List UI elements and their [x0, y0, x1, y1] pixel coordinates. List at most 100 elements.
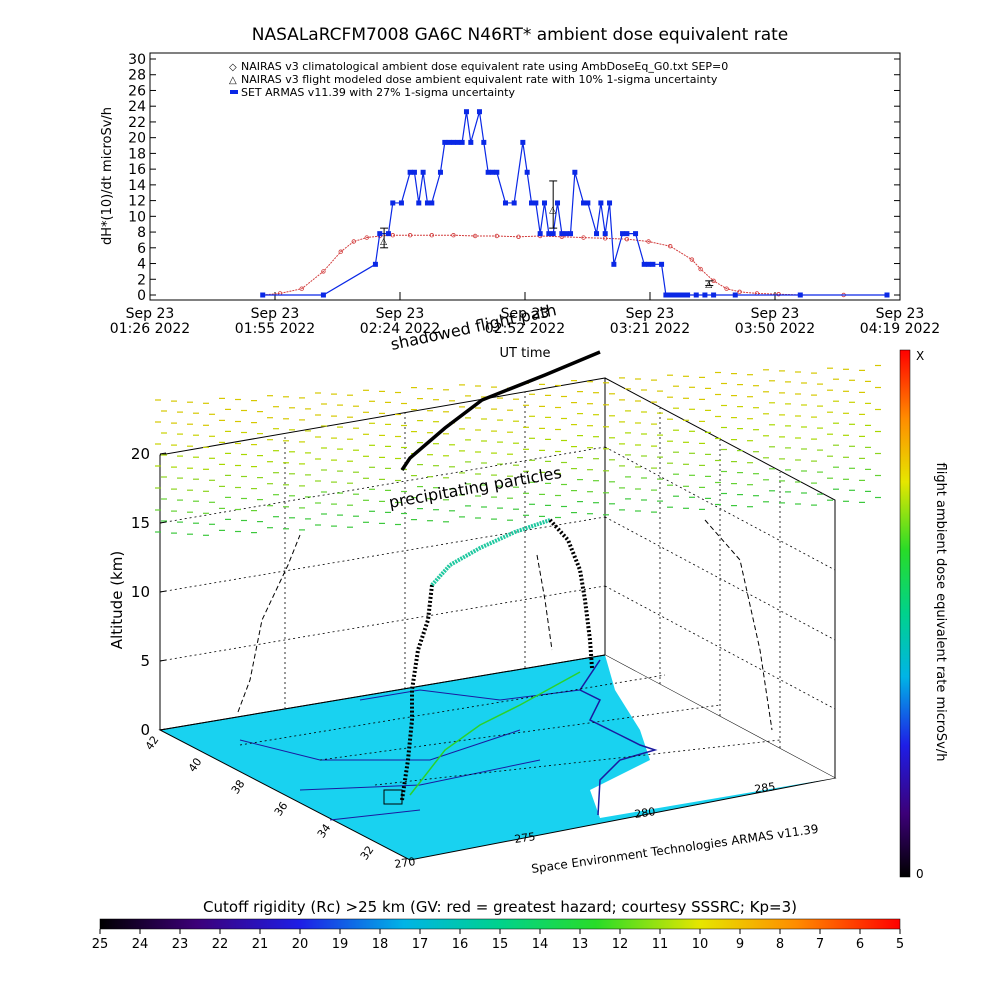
point-armas: [420, 169, 426, 175]
point-nairas-flight: △: [705, 280, 712, 290]
altitude-tick-label: 0: [140, 721, 150, 739]
y-tick-label: 10: [128, 209, 146, 225]
cutoff-tick-label: 16: [452, 937, 469, 952]
series-layer: △ △ △: [260, 109, 890, 298]
point-armas: [633, 231, 639, 237]
legend-marker-armas: [230, 90, 238, 94]
latitude-tick-label: 36: [272, 800, 291, 819]
y-tick-label: 24: [128, 99, 146, 115]
point-armas: [485, 169, 491, 175]
point-armas: [598, 200, 604, 206]
x-tick-label-date: Sep 23: [376, 306, 425, 322]
cutoff-tick-label: 8: [776, 937, 784, 952]
point-nairas-clim: [351, 239, 356, 244]
x-tick-label-date: Sep 23: [501, 306, 550, 322]
latitude-tick-label: 34: [315, 822, 334, 841]
x-tick-label-time: 01:55 2022: [235, 321, 315, 337]
cutoff-tick-label: 19: [332, 937, 349, 952]
cutoff-tick-label: 6: [856, 937, 864, 952]
point-armas: [607, 200, 613, 206]
x-tick-label-date: Sep 23: [751, 306, 800, 322]
point-armas: [676, 292, 682, 298]
y-tick-label: 4: [137, 257, 146, 273]
annotation-precipitating-particles: precipitating particles: [387, 463, 563, 512]
point-armas: [407, 169, 413, 175]
point-armas: [581, 200, 587, 206]
cutoff-tick-label: 17: [412, 937, 429, 952]
point-armas: [693, 292, 699, 298]
point-nairas-clim: [698, 266, 703, 272]
point-armas: [450, 139, 456, 145]
legend-entry-armas: SET ARMAS v11.39 with 27% 1-sigma uncert…: [241, 86, 515, 99]
x-tick-label-time: 02:24 2022: [360, 321, 440, 337]
cutoff-tick-label: 7: [816, 937, 824, 952]
x-axis-label: UT time: [500, 346, 551, 361]
cutoff-tick-label: 11: [652, 937, 669, 952]
point-nairas-clim: [668, 244, 673, 249]
x-tick-label-date: Sep 23: [251, 306, 300, 322]
point-armas: [546, 231, 552, 237]
point-armas: [542, 200, 548, 206]
cutoff-tick-label: 15: [492, 937, 509, 952]
point-armas: [672, 292, 678, 298]
point-armas: [424, 200, 430, 206]
cutoff-tick-label: 13: [572, 937, 589, 952]
latitude-tick-label: 32: [358, 844, 377, 863]
shadow-curve-right: [704, 519, 773, 731]
y-tick-label: 12: [128, 194, 146, 210]
point-armas: [563, 231, 569, 237]
point-nairas-clim: [472, 233, 478, 239]
point-armas: [646, 261, 652, 267]
point-armas: [550, 231, 556, 237]
cutoff-tick-label: 12: [612, 937, 629, 952]
flight-path-cruise: [430, 518, 551, 587]
point-armas: [398, 200, 404, 206]
altitude-tick-label: 5: [140, 652, 150, 670]
point-armas: [585, 200, 591, 206]
altitude-axis-label: Altitude (km): [108, 551, 126, 649]
point-armas: [429, 200, 435, 206]
chart-title: NASALaRCFM7008 GA6C N46RT* ambient dose …: [252, 25, 789, 45]
altitude-tick: [159, 590, 167, 593]
point-armas: [529, 200, 535, 206]
point-armas: [537, 231, 543, 237]
altitude-tick-label: 15: [131, 514, 150, 532]
point-armas: [559, 231, 565, 237]
y-tick-label: 22: [128, 115, 146, 131]
point-armas: [611, 261, 617, 267]
back-wall-right: [604, 377, 836, 778]
point-nairas-clim: [364, 235, 369, 240]
shadowed-flight-path: [400, 350, 601, 471]
y-tick-label: 14: [128, 178, 146, 194]
point-armas: [511, 200, 517, 206]
y-tick-label: 18: [128, 146, 146, 162]
longitude-tick-label: 280: [634, 805, 657, 821]
ground-track: [409, 671, 581, 796]
back-wall-left: [159, 377, 606, 730]
point-armas: [680, 292, 686, 298]
cutoff-tick-label: 23: [172, 937, 189, 952]
x-tick-label-date: Sep 23: [876, 306, 925, 322]
cutoff-tick-label: 9: [736, 937, 744, 952]
point-armas: [663, 292, 669, 298]
legend-entry-nairas-clim: NAIRAS v3 climatological ambient dose eq…: [241, 60, 728, 73]
point-armas: [555, 200, 561, 206]
cutoff-title: Cutoff rigidity (Rc) >25 km (GV: red = g…: [203, 898, 797, 916]
state-borders: [239, 689, 581, 821]
point-nairas-clim: [338, 249, 343, 254]
latitude-tick-label: 38: [229, 778, 248, 797]
series-nairas-clim-line: [262, 234, 887, 296]
point-armas: [572, 169, 578, 175]
point-armas: [411, 169, 417, 175]
x-tick-label-time: 01:26 2022: [110, 321, 190, 337]
cutoff-tick-label: 20: [292, 937, 309, 952]
map-ocean: [590, 655, 835, 818]
point-armas: [377, 231, 383, 237]
point-armas: [260, 292, 266, 298]
flight-path-climb: [400, 584, 434, 801]
departure-airport-marker: [383, 789, 403, 805]
altitude-axis: 0 5 10 15 20: [131, 445, 167, 739]
